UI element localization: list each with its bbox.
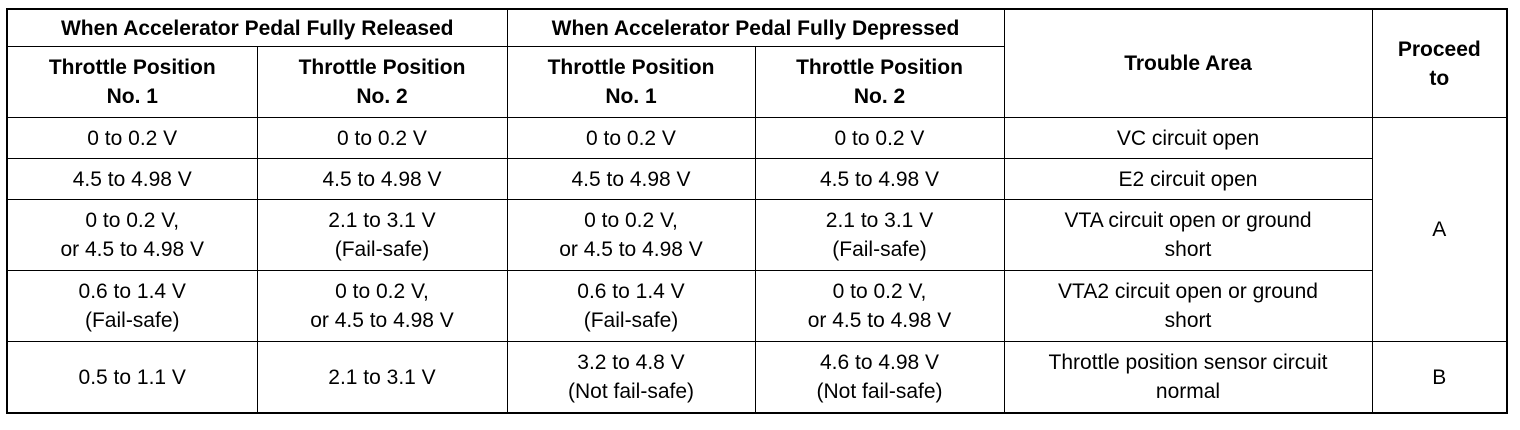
cell-line: (Fail-safe) xyxy=(334,238,430,261)
cell-line: short xyxy=(1164,238,1212,261)
header-trouble-area: Trouble Area xyxy=(1003,8,1373,118)
cell-line: (Fail-safe) xyxy=(583,309,679,332)
header-line: No. 1 xyxy=(605,85,657,108)
cell-line: 0 to 0.2 V, xyxy=(832,280,927,303)
header-proceed-line: Proceed xyxy=(1397,37,1481,61)
header-line: Throttle Position xyxy=(48,56,216,79)
cell-line: 0 to 0.2 V, xyxy=(335,280,429,303)
table-cell: 2.1 to 3.1 V (Fail-safe) xyxy=(256,199,508,271)
header-released-tp2: Throttle Position No. 2 xyxy=(256,46,508,118)
header-row-groups: When Accelerator Pedal Fully Released Wh… xyxy=(6,8,1508,118)
cell-line: (Not fail-safe) xyxy=(567,380,695,403)
table-row: 0.6 to 1.4 V (Fail-safe) 0 to 0.2 V, or … xyxy=(6,270,1507,342)
table-cell: 0 to 0.2 V, or 4.5 to 4.98 V xyxy=(6,199,258,271)
cell-line: 0 to 0.2 V, xyxy=(85,209,180,232)
proceed-cell-b: B xyxy=(1371,341,1508,414)
header-pedal-released: When Accelerator Pedal Fully Released xyxy=(6,8,508,47)
cell-line: normal xyxy=(1155,380,1221,403)
table-cell: 0.5 to 1.1 V xyxy=(6,341,258,414)
table-cell: 4.5 to 4.98 V xyxy=(6,158,258,200)
cell-line: 0.6 to 1.4 V xyxy=(577,280,685,303)
header-proceed-line: to xyxy=(1429,66,1450,90)
table-cell: 3.2 to 4.8 V (Not fail-safe) xyxy=(506,341,756,414)
table-row: 0.5 to 1.1 V 2.1 to 3.1 V 3.2 to 4.8 V (… xyxy=(6,341,1508,414)
cell-line: 2.1 to 3.1 V xyxy=(825,209,934,232)
table-cell: 4.5 to 4.98 V xyxy=(506,158,756,200)
cell-line: 2.1 to 3.1 V xyxy=(328,209,436,232)
cell-line: (Fail-safe) xyxy=(832,238,927,261)
table-cell: 0.6 to 1.4 V (Fail-safe) xyxy=(506,270,756,342)
table-cell: 2.1 to 3.1 V xyxy=(256,341,508,414)
cell-line: or 4.5 to 4.98 V xyxy=(559,238,703,261)
table-cell: 0.6 to 1.4 V (Fail-safe) xyxy=(6,270,258,342)
cell-line: Throttle position sensor circuit xyxy=(1048,351,1328,374)
table-cell: 2.1 to 3.1 V (Fail-safe) xyxy=(754,199,1005,271)
diagnostic-table-container: When Accelerator Pedal Fully Released Wh… xyxy=(6,8,1509,414)
cell-line: 3.2 to 4.8 V xyxy=(577,351,685,374)
header-row-sensors: Throttle Position No. 1 Throttle Positio… xyxy=(6,46,1507,118)
table-cell: 0 to 0.2 V, or 4.5 to 4.98 V xyxy=(506,199,756,271)
header-pedal-depressed: When Accelerator Pedal Fully Depressed xyxy=(506,8,1005,47)
header-line: No. 2 xyxy=(853,85,906,108)
table-cell: 0 to 0.2 V xyxy=(754,117,1005,159)
header-released-tp1: Throttle Position No. 1 xyxy=(6,46,258,118)
cell-line: or 4.5 to 4.98 V xyxy=(60,238,205,261)
cell-line: or 4.5 to 4.98 V xyxy=(807,309,952,332)
trouble-area-cell: VTA2 circuit open or ground short xyxy=(1003,270,1373,342)
cell-line: or 4.5 to 4.98 V xyxy=(310,309,454,332)
header-line: Throttle Position xyxy=(298,56,466,79)
cell-line: VTA2 circuit open or ground xyxy=(1058,280,1318,303)
table-row: 0 to 0.2 V 0 to 0.2 V 0 to 0.2 V 0 to 0.… xyxy=(6,117,1508,342)
table-cell: 0 to 0.2 V xyxy=(256,117,508,159)
trouble-area-cell: VC circuit open xyxy=(1003,117,1373,159)
cell-line: VTA circuit open or ground xyxy=(1064,209,1312,232)
header-line: No. 1 xyxy=(106,85,158,108)
table-cell: 4.6 to 4.98 V (Not fail-safe) xyxy=(754,341,1005,414)
trouble-area-cell: VTA circuit open or ground short xyxy=(1003,199,1373,271)
trouble-area-cell: Throttle position sensor circuit normal xyxy=(1003,341,1373,414)
table-cell: 0 to 0.2 V xyxy=(6,117,258,159)
table-cell: 4.5 to 4.98 V xyxy=(754,158,1005,200)
header-depressed-tp2: Throttle Position No. 2 xyxy=(754,46,1005,118)
table-row: 0 to 0.2 V, or 4.5 to 4.98 V 2.1 to 3.1 … xyxy=(6,199,1507,271)
cell-line: 0.6 to 1.4 V xyxy=(78,280,186,303)
header-line: Throttle Position xyxy=(547,56,715,79)
cell-line: (Fail-safe) xyxy=(84,309,180,332)
table-cell: 0 to 0.2 V, or 4.5 to 4.98 V xyxy=(754,270,1005,342)
trouble-area-cell: E2 circuit open xyxy=(1003,158,1373,200)
header-proceed-to: Proceed to xyxy=(1371,8,1508,118)
cell-line: short xyxy=(1164,309,1212,332)
table-cell: 4.5 to 4.98 V xyxy=(256,158,508,200)
cell-line: 0 to 0.2 V, xyxy=(584,209,678,232)
cell-line: (Not fail-safe) xyxy=(816,380,943,403)
table-cell: 0 to 0.2 V, or 4.5 to 4.98 V xyxy=(256,270,508,342)
table-row: 4.5 to 4.98 V 4.5 to 4.98 V 4.5 to 4.98 … xyxy=(6,158,1507,200)
cell-line: 4.6 to 4.98 V xyxy=(819,351,940,374)
table-cell: 0 to 0.2 V xyxy=(506,117,756,159)
header-line: Throttle Position xyxy=(796,56,963,79)
header-depressed-tp1: Throttle Position No. 1 xyxy=(506,46,756,118)
header-line: No. 2 xyxy=(356,85,408,108)
diagnostic-table: When Accelerator Pedal Fully Released Wh… xyxy=(6,8,1509,414)
proceed-cell-a: A xyxy=(1371,117,1508,342)
